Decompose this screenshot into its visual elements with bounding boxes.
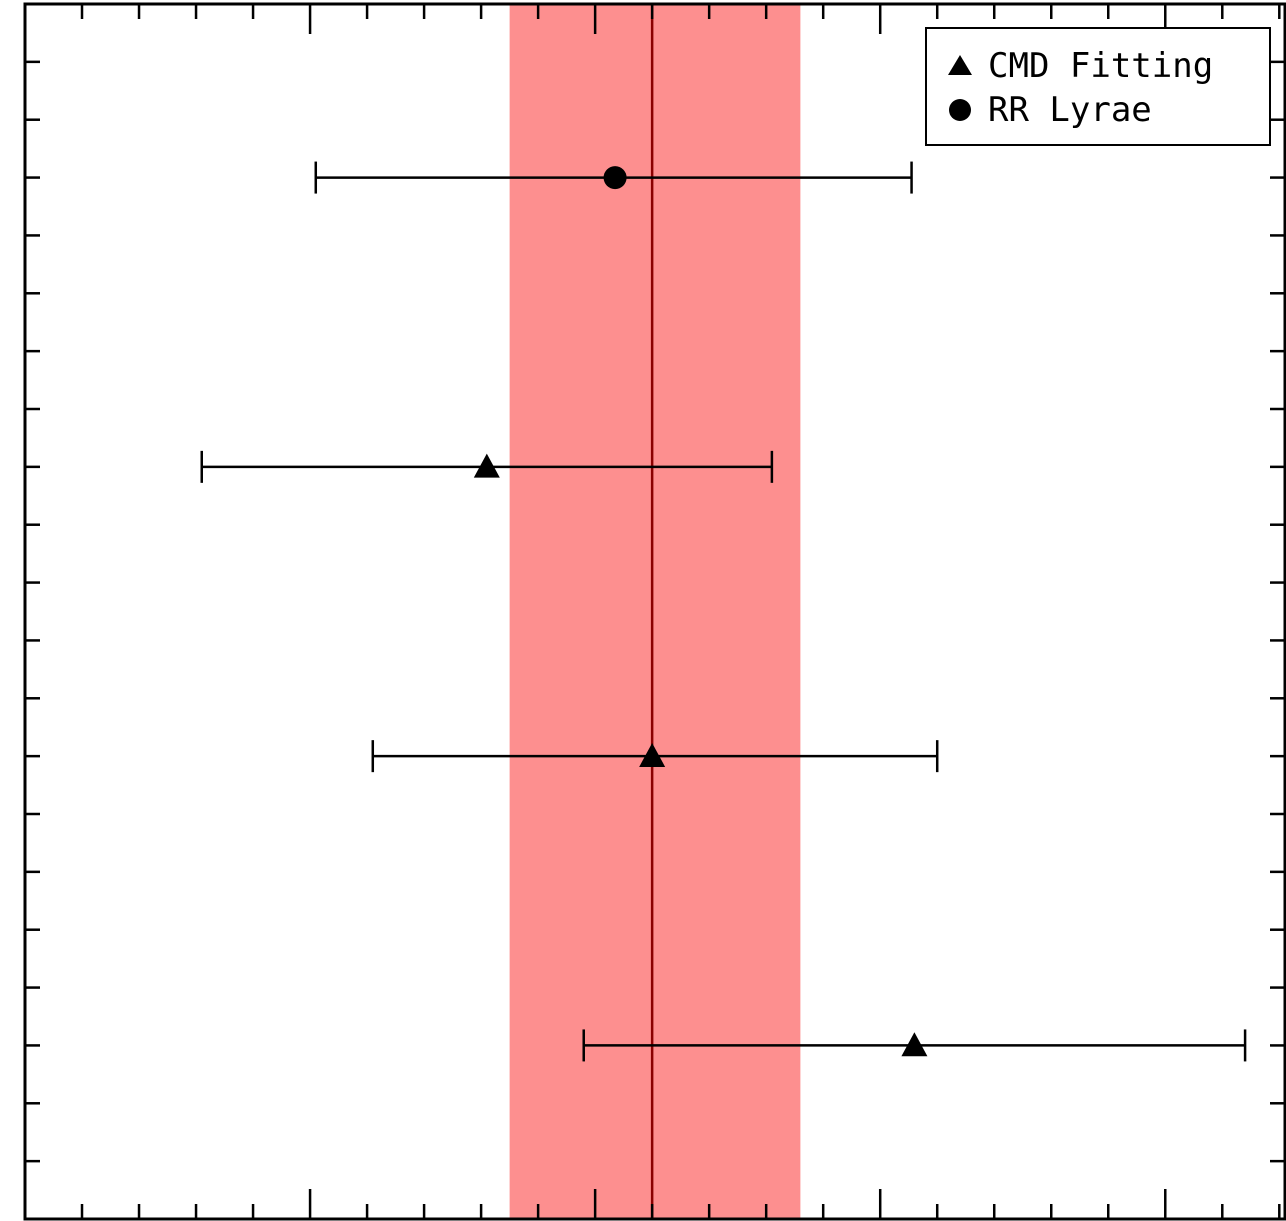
reference-band-layer: [509, 4, 801, 1219]
legend: CMD Fitting RR Lyrae: [925, 27, 1271, 146]
data-point-triangle: [639, 742, 666, 767]
legend-box: [925, 27, 1271, 146]
tick-layer: [25, 4, 1285, 1219]
legend-marker-circle: [949, 99, 971, 121]
data-point-triangle: [473, 453, 500, 478]
data-point-circle: [603, 166, 627, 190]
legend-label-cmd-fitting: CMD Fitting: [988, 46, 1213, 86]
reference-band: [509, 4, 801, 1219]
marker-layer: [473, 166, 928, 1057]
data-point-triangle: [901, 1032, 928, 1057]
legend-marker-triangle: [948, 55, 972, 75]
legend-markers: [948, 55, 972, 121]
legend-label-rr-lyrae: RR Lyrae: [988, 90, 1152, 130]
plot-frame: [23, 2, 1286, 1221]
